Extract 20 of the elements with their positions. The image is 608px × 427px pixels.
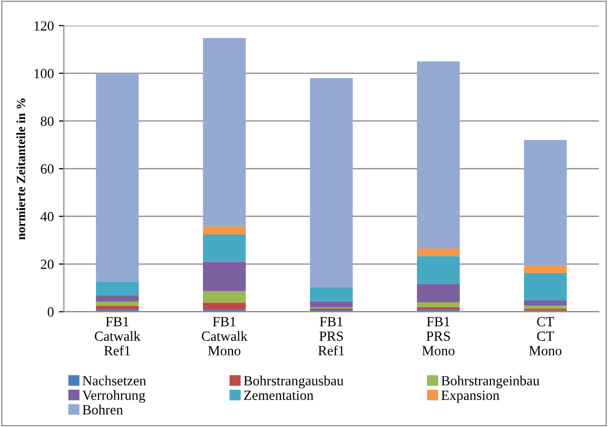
- legend-label: Bohrstrangausbau: [244, 376, 344, 388]
- y-tick-label: 60: [40, 164, 54, 174]
- y-tick-label: 20: [40, 260, 54, 269]
- y-tick-label: 0: [48, 307, 54, 317]
- x-tick-label: FB1 PRS Ref1: [318, 317, 344, 356]
- y-tick-label: 100: [34, 68, 54, 78]
- x-tick-label: FB1 Catwalk Mono: [202, 317, 248, 356]
- legend-label: Verrohrung: [82, 390, 146, 403]
- legend-label: Bohrstrangeinbau: [441, 376, 540, 388]
- y-tick-label: 120: [34, 21, 54, 31]
- y-axis-title: normierte Zeitanteile in %: [16, 98, 26, 240]
- legend-label: Nachsetzen: [82, 376, 146, 386]
- legend-label: Zementation: [244, 390, 314, 400]
- x-tick-label: CT CT Mono: [529, 317, 562, 356]
- y-tick-label: 80: [40, 116, 54, 126]
- legend-label: Expansion: [441, 390, 500, 403]
- x-tick-label: FB1 PRS Mono: [422, 317, 454, 356]
- x-tick-label: FB1 Catwalk Ref1: [94, 317, 140, 356]
- y-tick-label: 40: [40, 212, 54, 222]
- legend-label: Bohren: [82, 404, 123, 414]
